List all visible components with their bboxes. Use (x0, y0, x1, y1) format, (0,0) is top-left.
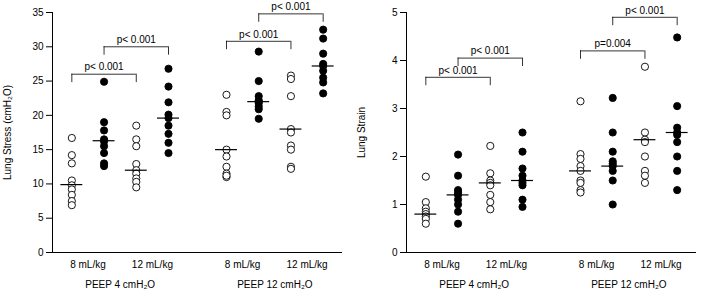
svg-text:8 mL/kg: 8 mL/kg (424, 259, 460, 270)
svg-text:0: 0 (392, 247, 398, 258)
svg-text:5: 5 (392, 7, 398, 18)
svg-text:20: 20 (32, 110, 44, 121)
svg-text:3: 3 (392, 103, 398, 114)
svg-text:15: 15 (32, 144, 44, 155)
svg-text:p< 0.001: p< 0.001 (239, 29, 279, 40)
svg-text:p< 0.001: p< 0.001 (471, 45, 511, 56)
svg-text:p< 0.001: p< 0.001 (438, 65, 478, 76)
svg-text:8 mL/kg: 8 mL/kg (70, 259, 106, 270)
svg-text:25: 25 (32, 75, 44, 86)
svg-text:30: 30 (32, 41, 44, 52)
svg-text:8 mL/kg: 8 mL/kg (225, 259, 261, 270)
svg-text:Lung Stress (cmH₂O): Lung Stress (cmH₂O) (2, 85, 13, 180)
svg-text:p< 0.001: p< 0.001 (625, 4, 665, 15)
svg-text:12 mL/kg: 12 mL/kg (486, 259, 527, 270)
svg-text:p< 0.001: p< 0.001 (271, 1, 311, 12)
svg-text:p=0.004: p=0.004 (595, 38, 632, 49)
svg-text:PEEP 4 cmH₂O: PEEP 4 cmH₂O (85, 279, 155, 290)
svg-text:2: 2 (392, 151, 398, 162)
svg-text:p< 0.001: p< 0.001 (84, 61, 124, 72)
svg-text:10: 10 (32, 178, 44, 189)
svg-text:12 mL/kg: 12 mL/kg (640, 259, 681, 270)
svg-text:p< 0.001: p< 0.001 (117, 34, 157, 45)
svg-text:PEEP 12 cmH₂O: PEEP 12 cmH₂O (591, 279, 667, 290)
svg-text:0: 0 (38, 247, 44, 258)
svg-text:1: 1 (392, 199, 398, 210)
svg-text:4: 4 (392, 55, 398, 66)
svg-text:8 mL/kg: 8 mL/kg (579, 259, 615, 270)
svg-text:PEEP 4 cmH₂O: PEEP 4 cmH₂O (439, 279, 509, 290)
svg-text:5: 5 (38, 212, 44, 223)
svg-text:12 mL/kg: 12 mL/kg (132, 259, 173, 270)
svg-text:Lung Strain: Lung Strain (356, 107, 367, 158)
svg-text:35: 35 (32, 7, 44, 18)
svg-text:PEEP 12 cmH₂O: PEEP 12 cmH₂O (237, 279, 313, 290)
svg-text:12 mL/kg: 12 mL/kg (286, 259, 327, 270)
